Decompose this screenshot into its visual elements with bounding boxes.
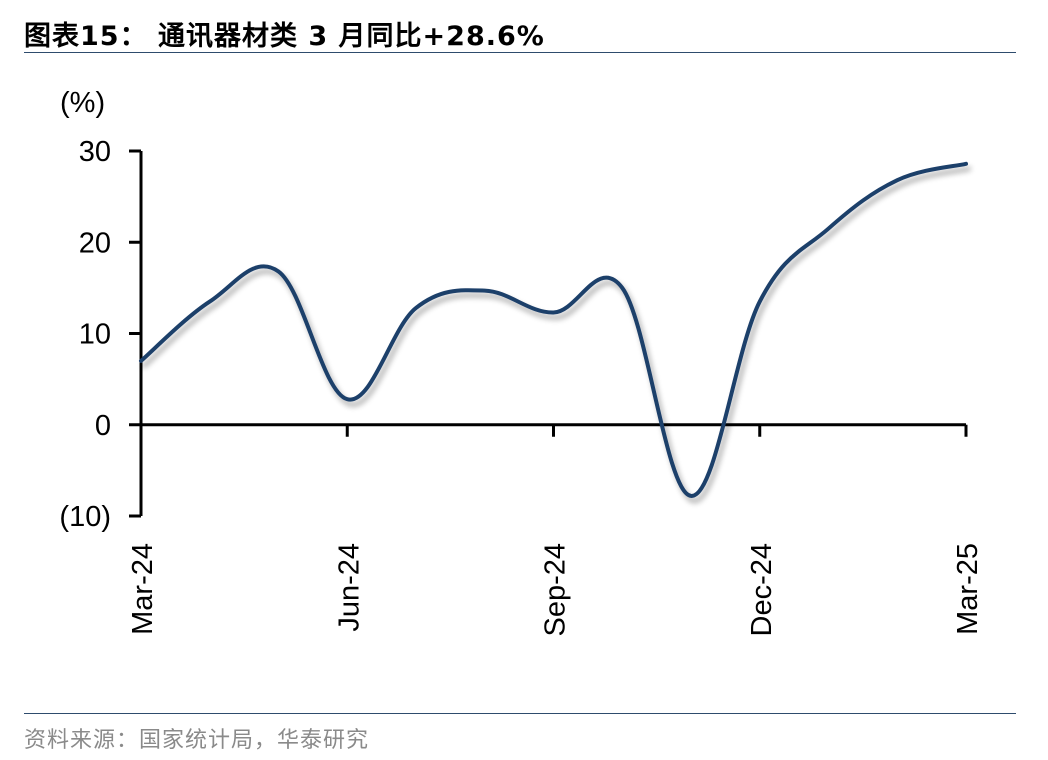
y-tick-label: 20 [79, 227, 111, 259]
y-tick-label: 10 [79, 319, 111, 351]
y-tick-label: 30 [79, 136, 111, 168]
data-point [895, 178, 899, 182]
x-tick-label: Jun-24 [333, 543, 365, 632]
data-point [827, 227, 831, 231]
data-point [620, 286, 624, 290]
source-divider [24, 713, 1016, 714]
data-point [414, 306, 418, 310]
axes: 30 20 10 0 (10) Mar-24 Jun-24 Sep-24 Dec-24 Mar-2… [59, 136, 984, 637]
source-note: 资料来源：国家统计局，华泰研究 [24, 728, 370, 753]
title-divider [24, 52, 1016, 53]
data-point [758, 300, 762, 304]
y-tick-label: 0 [95, 410, 111, 442]
data-point [483, 289, 487, 293]
data-point [345, 397, 349, 401]
x-tick-label: Dec-24 [746, 543, 778, 637]
data-point [964, 162, 968, 166]
data-point [139, 359, 143, 363]
chart-title: 图表15： 通讯器材类 3 月同比+28.6% [24, 21, 545, 52]
data-point [208, 300, 212, 304]
data-point [277, 269, 281, 273]
data-point [552, 311, 556, 315]
x-tick-label: Mar-24 [127, 543, 159, 635]
data-point [689, 494, 693, 498]
series-group [139, 161, 968, 498]
y-axis-unit: (%) [60, 87, 105, 119]
y-tick-label: (10) [59, 501, 111, 533]
x-tick-label: Sep-24 [540, 543, 572, 637]
series-line [139, 161, 968, 498]
x-tick-label: Mar-25 [952, 543, 984, 635]
